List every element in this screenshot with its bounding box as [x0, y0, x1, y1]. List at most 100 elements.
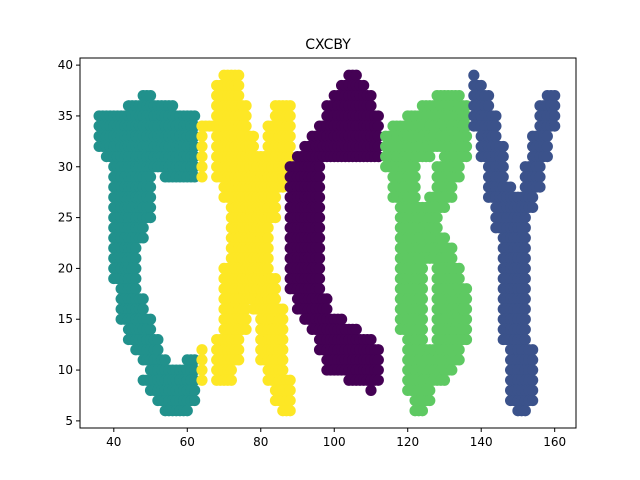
series-2 — [284, 69, 384, 396]
data-point — [335, 313, 348, 325]
data-point — [313, 181, 326, 193]
y-tick-label: 25 — [58, 211, 73, 225]
data-point — [321, 303, 333, 315]
data-point — [409, 161, 421, 173]
data-point — [247, 140, 260, 153]
data-point — [409, 171, 421, 183]
data-point — [313, 262, 326, 275]
data-point — [240, 110, 252, 122]
data-point — [453, 354, 465, 366]
data-point — [137, 293, 149, 305]
data-point — [519, 272, 531, 285]
x-tick-label: 100 — [323, 435, 346, 449]
data-point — [313, 283, 326, 295]
data-point — [269, 293, 282, 305]
data-point — [460, 323, 473, 335]
data-point — [453, 272, 465, 285]
data-point — [313, 201, 326, 214]
y-tick-label: 15 — [58, 312, 73, 326]
data-point — [460, 293, 473, 305]
data-point — [152, 344, 164, 356]
data-point — [233, 333, 245, 346]
data-point — [196, 161, 208, 173]
data-point — [541, 130, 553, 142]
data-point — [416, 262, 429, 275]
data-point — [144, 181, 157, 193]
data-point — [497, 171, 509, 183]
data-point — [365, 384, 377, 396]
data-point — [358, 79, 370, 92]
data-point — [262, 242, 274, 254]
series-3 — [380, 90, 473, 417]
data-point — [189, 384, 201, 396]
data-point — [416, 303, 429, 315]
data-point — [527, 374, 539, 386]
data-point — [233, 69, 245, 81]
x-tick-label: 120 — [396, 435, 419, 449]
data-point — [519, 211, 531, 224]
series-4 — [468, 69, 561, 417]
data-point — [233, 90, 245, 102]
y-axis: 5 10 15 20 25 30 35 40 — [58, 58, 80, 428]
data-point — [453, 161, 465, 173]
data-point — [453, 171, 465, 183]
data-point — [365, 90, 377, 102]
data-point — [519, 333, 531, 346]
data-point — [313, 232, 326, 244]
data-point — [549, 120, 561, 132]
data-point — [196, 151, 208, 163]
data-point — [284, 110, 296, 122]
x-tick-label: 160 — [543, 435, 566, 449]
data-point — [313, 272, 326, 285]
data-point — [549, 110, 561, 122]
data-point — [277, 364, 289, 376]
data-point — [269, 211, 282, 224]
data-point — [240, 120, 252, 132]
data-point — [137, 222, 149, 234]
data-point — [365, 100, 377, 112]
data-point — [527, 384, 539, 396]
data-point — [196, 354, 208, 366]
data-point — [527, 344, 539, 356]
data-point — [446, 191, 458, 203]
y-tick-label: 40 — [58, 58, 73, 72]
data-point — [424, 394, 436, 407]
data-point — [137, 232, 149, 244]
data-point — [438, 232, 451, 244]
data-point — [247, 130, 260, 142]
data-point — [372, 120, 384, 132]
data-point — [519, 293, 531, 305]
data-point — [519, 252, 531, 264]
data-point — [144, 191, 157, 203]
data-point — [490, 120, 502, 132]
data-point — [152, 333, 164, 346]
data-point — [284, 384, 296, 396]
data-point — [313, 252, 326, 264]
data-point — [313, 191, 326, 203]
data-point — [365, 333, 377, 346]
data-point — [453, 344, 465, 356]
data-point — [144, 171, 157, 183]
data-point — [130, 242, 142, 254]
data-point — [240, 100, 252, 112]
data-point — [350, 69, 362, 81]
data-point — [269, 283, 282, 295]
data-point — [284, 140, 296, 153]
data-point — [166, 100, 179, 112]
data-point — [277, 344, 289, 356]
data-point — [497, 140, 509, 153]
data-point — [424, 151, 436, 163]
data-point — [130, 272, 142, 285]
data-point — [277, 323, 289, 335]
data-point — [350, 323, 362, 335]
data-point — [482, 90, 495, 102]
data-point — [424, 384, 436, 396]
data-point — [416, 293, 429, 305]
data-point — [446, 242, 458, 254]
data-point — [196, 140, 208, 153]
data-point — [313, 211, 326, 224]
points-layer — [93, 69, 561, 417]
data-point — [534, 181, 546, 193]
data-point — [372, 354, 384, 366]
